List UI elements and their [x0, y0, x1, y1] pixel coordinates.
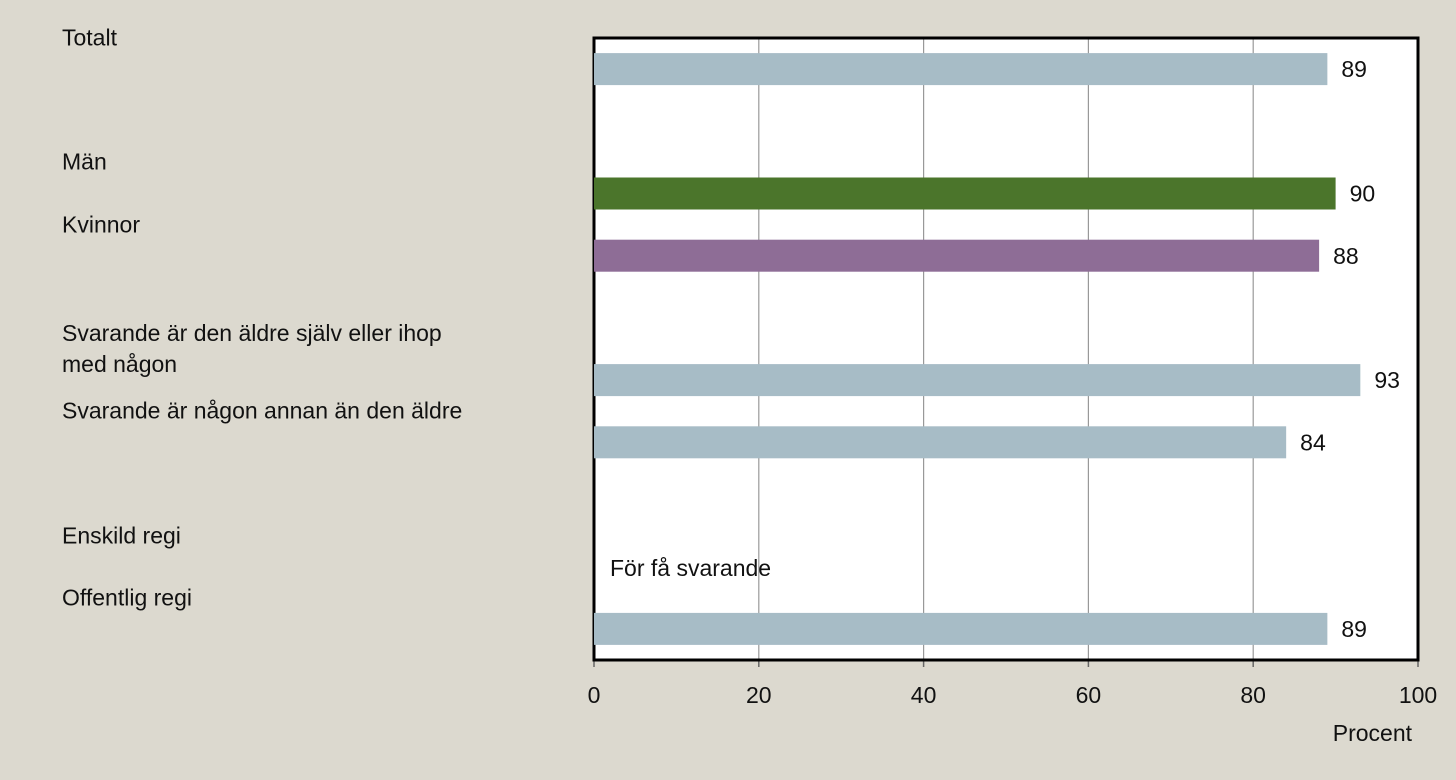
x-tick-label: 100 [1399, 682, 1437, 708]
bar [594, 364, 1361, 397]
category-label: Svarande är den äldre själv eller ihop m… [62, 320, 442, 377]
bar [594, 612, 1328, 645]
value-label: 90 [1350, 181, 1376, 207]
plot-area [594, 38, 1418, 660]
x-tick-label: 60 [1076, 682, 1102, 708]
x-tick-label: 80 [1240, 682, 1266, 708]
category-label: Offentlig regi [62, 584, 192, 611]
value-label: 89 [1341, 616, 1367, 642]
category-label: Kvinnor [62, 211, 140, 238]
category-label: Enskild regi [62, 522, 181, 549]
x-axis-label: Procent [1333, 720, 1413, 746]
category-label: Män [62, 148, 107, 175]
bar [594, 426, 1287, 459]
value-label: 93 [1374, 367, 1400, 393]
bar [594, 53, 1328, 86]
x-tick-label: 20 [746, 682, 772, 708]
bar [594, 177, 1336, 210]
value-label: 88 [1333, 243, 1359, 269]
x-tick-label: 0 [588, 682, 601, 708]
category-label: Svarande är någon annan än den äldre [62, 397, 463, 424]
value-label: 89 [1341, 56, 1367, 82]
x-tick-label: 40 [911, 682, 937, 708]
category-label: Totalt [62, 24, 117, 51]
annotation: För få svarande [610, 555, 771, 581]
bar [594, 239, 1320, 272]
value-label: 84 [1300, 429, 1326, 455]
